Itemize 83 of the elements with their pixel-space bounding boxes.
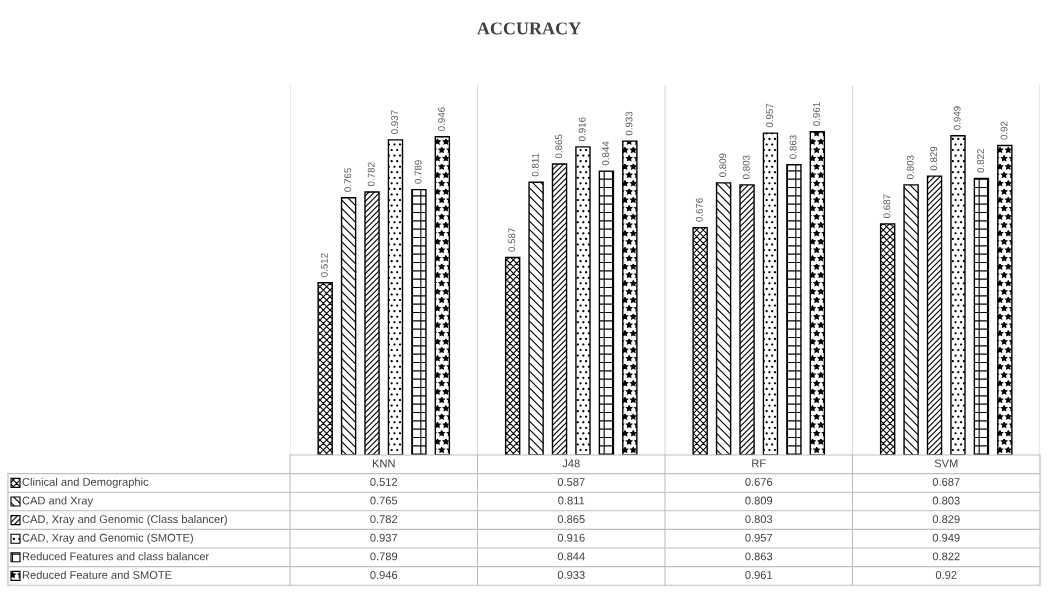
data-label: 0.676: [695, 198, 703, 222]
data-label: 0.782: [367, 162, 375, 187]
data-label: 0.765: [344, 168, 352, 192]
bar: [739, 184, 755, 455]
bar: [598, 170, 615, 455]
data-label: 0.789: [414, 160, 422, 184]
data-label: 0.829: [930, 146, 938, 171]
text: 0.844: [557, 552, 585, 561]
data-label: 0.865: [555, 134, 563, 159]
bar: [903, 184, 919, 455]
text: 0.587: [557, 478, 585, 486]
data-label: 0.937: [391, 110, 399, 134]
bar: [692, 226, 708, 455]
text: 0.687: [932, 478, 960, 486]
legend-label: CAD, Xray and Genomic (SMOTE): [22, 533, 193, 544]
text: 0.937: [370, 533, 398, 542]
bar: [504, 256, 521, 455]
text: 0.803: [932, 496, 960, 505]
data-label: 0.587: [508, 228, 516, 252]
text: 0.803: [745, 515, 773, 524]
text: 0.933: [557, 571, 585, 579]
bar: [387, 139, 404, 455]
data-label: 0.933: [625, 111, 633, 136]
data-label: 0.92: [1000, 121, 1008, 140]
text: 0.676: [745, 478, 773, 486]
data-label: 0.946: [438, 107, 445, 131]
chart-title: ACCURACY: [477, 22, 581, 35]
data-label: 0.957: [766, 103, 774, 128]
bar: [786, 164, 802, 455]
data-label: 0.822: [977, 149, 985, 173]
legend-label: Clinical and Demographic: [22, 477, 149, 489]
bar: [364, 191, 380, 455]
bar: [973, 177, 990, 455]
bar: [997, 144, 1013, 455]
data-label: 0.803: [742, 155, 750, 179]
text: 0.789: [370, 552, 398, 561]
data-label: 0.512: [320, 253, 328, 277]
text: 0.765: [370, 496, 398, 505]
bar: [528, 181, 544, 455]
bar: [879, 223, 896, 455]
bar: [317, 282, 333, 455]
bar: [575, 146, 591, 455]
data-label: 0.803: [906, 155, 914, 179]
text: 0.809: [745, 496, 773, 505]
data-label: 0.863: [789, 135, 797, 159]
legend-label: CAD and Xray: [22, 496, 93, 507]
x-tick-label: RF: [752, 459, 766, 468]
text: 0.512: [370, 478, 398, 486]
data-label: 0.687: [883, 194, 891, 218]
bar: [434, 136, 451, 455]
text: 0.946: [370, 571, 398, 579]
bar: [715, 182, 732, 455]
bar: [622, 140, 638, 455]
x-tick-label: J48: [562, 459, 580, 468]
data-label: 0.916: [578, 117, 586, 141]
text: 0.811: [558, 496, 585, 505]
bar: [809, 131, 826, 455]
legend-label: Reduced Feature and SMOTE: [22, 570, 172, 579]
text: 0.829: [932, 515, 960, 524]
text: 0.957: [745, 533, 773, 542]
text: 0.782: [370, 515, 398, 524]
text: 0.92: [935, 571, 957, 579]
data-label: 0.961: [813, 102, 820, 126]
text: 0.863: [745, 552, 773, 561]
data-label: 0.949: [953, 106, 961, 130]
data-label: 0.809: [719, 153, 727, 177]
bar: [411, 188, 427, 455]
bar: [340, 196, 357, 455]
data-label: 0.811: [531, 153, 539, 177]
legend-label: Reduced Features and class balancer: [22, 552, 209, 561]
text: 0.822: [932, 552, 960, 561]
bar: [926, 175, 943, 455]
x-tick-label: SVM: [934, 459, 958, 468]
text: 0.961: [745, 571, 773, 579]
text: 0.949: [932, 533, 960, 542]
legend-label: CAD, Xray and Genomic (Class balancer): [22, 514, 227, 526]
bar: [950, 135, 966, 455]
bar: [762, 132, 779, 455]
data-label: 0.844: [602, 141, 610, 166]
x-tick-label: KNN: [372, 459, 395, 468]
text: 0.865: [557, 515, 585, 524]
bar: [551, 163, 568, 455]
text: 0.916: [557, 533, 585, 542]
